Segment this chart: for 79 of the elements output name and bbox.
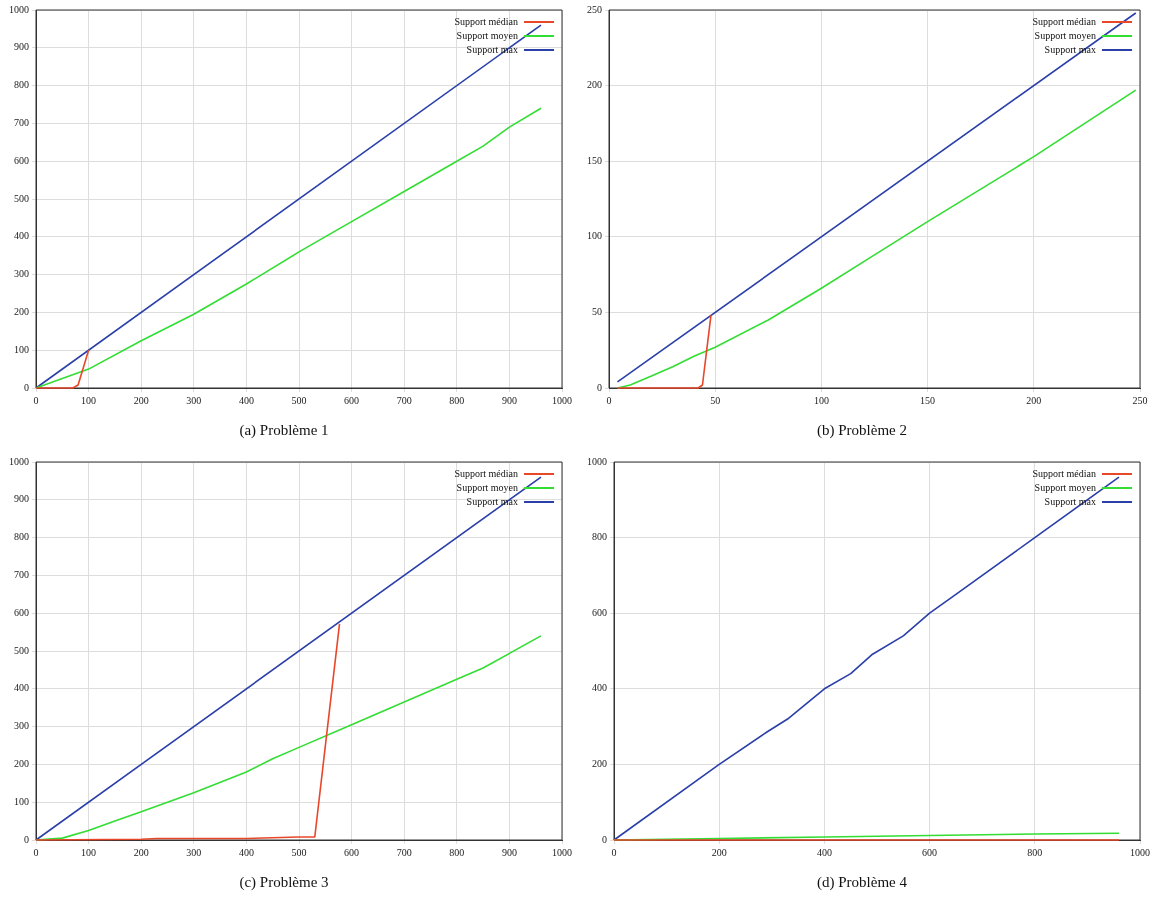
- x-tick-label: 0: [611, 846, 617, 858]
- y-tick-label: 0: [597, 381, 602, 393]
- x-tick-label: 50: [710, 394, 721, 406]
- legend-label: Support moyen: [456, 29, 518, 41]
- y-tick-label: 0: [24, 833, 29, 845]
- x-tick-label: 500: [291, 394, 307, 406]
- legend-label: Support médian: [454, 467, 518, 479]
- x-tick-label: 250: [1132, 394, 1148, 406]
- y-tick-label: 300: [14, 720, 29, 732]
- x-tick-label: 0: [33, 394, 39, 406]
- x-tick-label: 200: [711, 846, 727, 858]
- x-tick-label: 300: [186, 846, 202, 858]
- x-tick-label: 200: [133, 846, 149, 858]
- y-tick-label: 500: [14, 192, 29, 204]
- x-tick-label: 1000: [552, 394, 572, 406]
- y-tick-label: 1000: [9, 455, 29, 467]
- y-tick-label: 800: [14, 79, 29, 91]
- y-tick-label: 500: [14, 644, 29, 656]
- x-tick-label: 700: [396, 846, 412, 858]
- y-tick-label: 700: [14, 569, 29, 581]
- y-tick-label: 250: [587, 3, 602, 15]
- x-tick-label: 100: [81, 846, 97, 858]
- x-tick-label: 0: [33, 846, 39, 858]
- legend-label: Support moyen: [456, 481, 518, 493]
- x-tick-label: 700: [396, 394, 412, 406]
- y-tick-label: 100: [14, 343, 29, 355]
- y-tick-label: 1000: [587, 455, 607, 467]
- text: (c) Problème 3: [239, 873, 329, 891]
- y-tick-label: 600: [14, 606, 29, 618]
- y-tick-label: 150: [587, 154, 602, 166]
- legend-label: Support médian: [1032, 15, 1096, 27]
- x-tick-label: 200: [133, 394, 149, 406]
- y-tick-label: 0: [24, 381, 29, 393]
- y-tick-label: 400: [14, 230, 29, 242]
- y-tick-label: 700: [14, 117, 29, 129]
- y-tick-label: 200: [14, 758, 29, 770]
- y-tick-label: 600: [592, 606, 607, 618]
- y-tick-label: 100: [587, 230, 602, 242]
- x-tick-label: 1000: [1130, 846, 1150, 858]
- y-tick-label: 800: [592, 531, 607, 543]
- x-tick-label: 800: [449, 394, 465, 406]
- x-tick-label: 400: [238, 846, 254, 858]
- y-tick-label: 800: [14, 531, 29, 543]
- text: (b) Problème 2: [817, 421, 907, 439]
- x-tick-label: 1000: [552, 846, 572, 858]
- x-tick-label: 200: [1026, 394, 1042, 406]
- x-tick-label: 600: [344, 394, 360, 406]
- x-tick-label: 900: [501, 846, 517, 858]
- legend-label: Support moyen: [1034, 29, 1096, 41]
- y-tick-label: 1000: [9, 3, 29, 15]
- legend-label: Support médian: [454, 15, 518, 27]
- y-tick-label: 0: [602, 833, 607, 845]
- y-tick-label: 300: [14, 268, 29, 280]
- y-tick-label: 600: [14, 154, 29, 166]
- y-tick-label: 400: [14, 682, 29, 694]
- y-tick-label: 900: [14, 493, 29, 505]
- legend-label: Support moyen: [1034, 481, 1096, 493]
- x-tick-label: 800: [1027, 846, 1043, 858]
- x-tick-label: 400: [238, 394, 254, 406]
- x-tick-label: 900: [501, 394, 517, 406]
- text: (d) Problème 4: [817, 873, 908, 891]
- x-tick-label: 600: [344, 846, 360, 858]
- x-tick-label: 600: [922, 846, 938, 858]
- x-tick-label: 300: [186, 394, 202, 406]
- legend-label: Support médian: [1032, 467, 1096, 479]
- y-tick-label: 100: [14, 795, 29, 807]
- x-tick-label: 500: [291, 846, 307, 858]
- y-tick-label: 200: [14, 306, 29, 318]
- text: (a) Problème 1: [239, 421, 329, 439]
- y-tick-label: 50: [592, 306, 602, 318]
- x-tick-label: 150: [920, 394, 936, 406]
- y-tick-label: 400: [592, 682, 607, 694]
- x-tick-label: 400: [816, 846, 832, 858]
- y-tick-label: 200: [587, 79, 602, 91]
- x-tick-label: 800: [449, 846, 465, 858]
- x-tick-label: 100: [81, 394, 97, 406]
- x-tick-label: 100: [813, 394, 829, 406]
- y-tick-label: 200: [592, 758, 607, 770]
- y-tick-label: 900: [14, 41, 29, 53]
